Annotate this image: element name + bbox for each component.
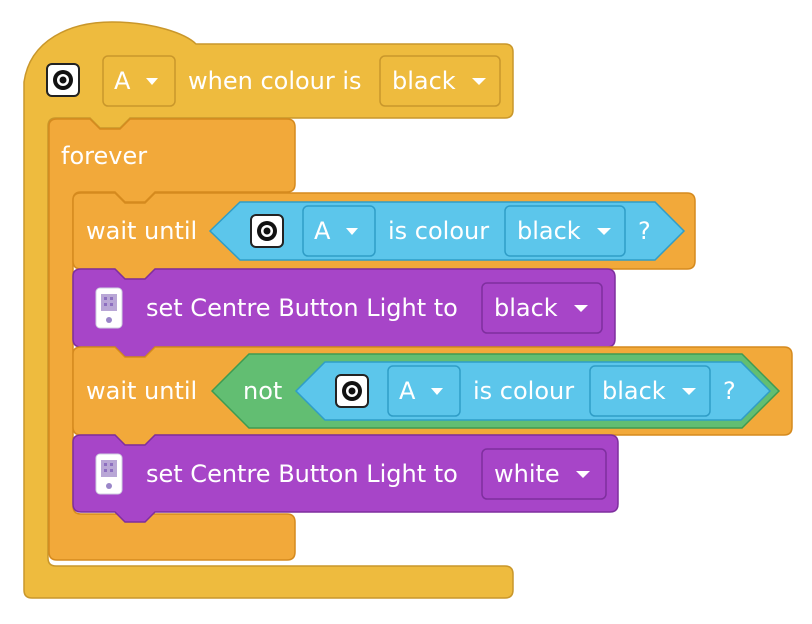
is-colour-label: is colour [388,217,489,245]
colour-dropdown-label: black [392,67,456,95]
set-light-block[interactable]: set Centre Button Light to white [72,434,619,523]
forever-label: forever [61,142,147,170]
colour-dropdown-label: black [602,377,666,405]
light-colour-label: white [494,460,560,488]
colour-dropdown[interactable]: black [504,205,626,257]
wait-until-block[interactable]: wait until A is colour black ? [72,192,696,280]
chevron-down-icon [346,228,358,235]
colour-sensor-icon [250,214,284,248]
light-colour-dropdown[interactable]: white [481,448,607,500]
is-colour-label: is colour [473,377,574,405]
set-light-label: set Centre Button Light to [146,294,458,322]
forever-block[interactable]: forever [48,118,296,561]
light-colour-dropdown[interactable]: black [481,282,603,334]
not-operator[interactable]: not A is colour black [210,353,781,429]
port-dropdown-label: A [399,377,416,405]
set-light-label: set Centre Button Light to [146,460,458,488]
event-hat-block[interactable]: A when colour is black [23,21,514,599]
port-dropdown[interactable]: A [102,55,176,107]
chevron-down-icon [574,305,588,312]
port-dropdown[interactable]: A [302,205,376,257]
not-label: not [243,377,282,405]
hub-icon [95,287,123,329]
is-colour-condition[interactable]: A is colour black ? [208,201,686,261]
chevron-down-icon [431,388,443,395]
hub-icon [95,453,123,495]
light-colour-label: black [494,294,558,322]
is-colour-condition[interactable]: A is colour black ? [294,361,772,421]
chevron-down-icon [146,78,158,85]
set-light-block[interactable]: set Centre Button Light to black [72,268,616,358]
port-dropdown[interactable]: A [387,365,461,417]
colour-dropdown[interactable]: black [379,55,501,107]
colour-dropdown[interactable]: black [589,365,711,417]
chevron-down-icon [682,388,696,395]
chevron-down-icon [597,228,611,235]
colour-sensor-icon [335,374,369,408]
port-dropdown-label: A [114,67,131,95]
chevron-down-icon [576,471,590,478]
wait-until-not-block[interactable]: wait until not A is colour [72,346,793,446]
colour-dropdown-label: black [517,217,581,245]
port-dropdown-label: A [314,217,331,245]
wait-until-label: wait until [86,377,197,405]
chevron-down-icon [472,78,486,85]
hat-label: when colour is [188,67,362,95]
question-mark: ? [638,217,651,245]
wait-until-label: wait until [86,217,197,245]
colour-sensor-icon [46,63,80,97]
question-mark: ? [723,377,736,405]
